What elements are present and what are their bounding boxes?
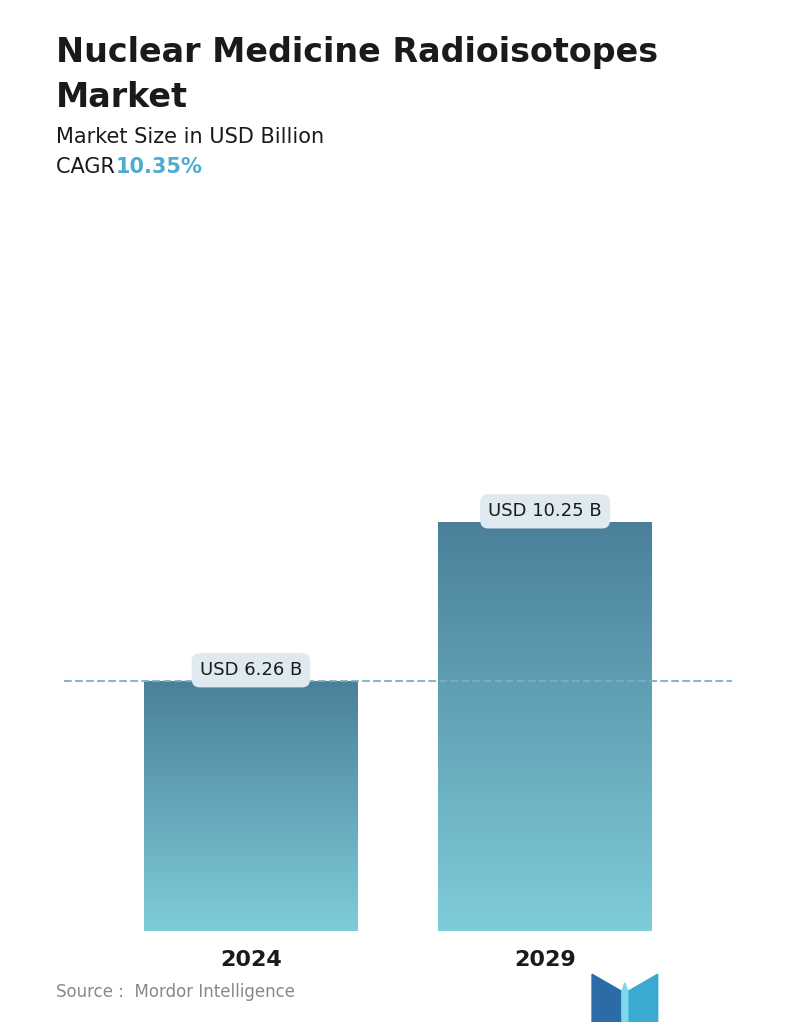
Text: CAGR: CAGR <box>56 157 128 177</box>
Text: Market Size in USD Billion: Market Size in USD Billion <box>56 127 324 147</box>
Polygon shape <box>592 974 622 1022</box>
Text: Source :  Mordor Intelligence: Source : Mordor Intelligence <box>56 983 295 1001</box>
Polygon shape <box>628 974 657 1022</box>
Text: USD 6.26 B: USD 6.26 B <box>200 662 302 679</box>
Text: Market: Market <box>56 81 188 114</box>
Text: Nuclear Medicine Radioisotopes: Nuclear Medicine Radioisotopes <box>56 36 657 69</box>
Text: USD 10.25 B: USD 10.25 B <box>488 503 602 520</box>
Text: 10.35%: 10.35% <box>115 157 202 177</box>
Polygon shape <box>622 982 628 1022</box>
